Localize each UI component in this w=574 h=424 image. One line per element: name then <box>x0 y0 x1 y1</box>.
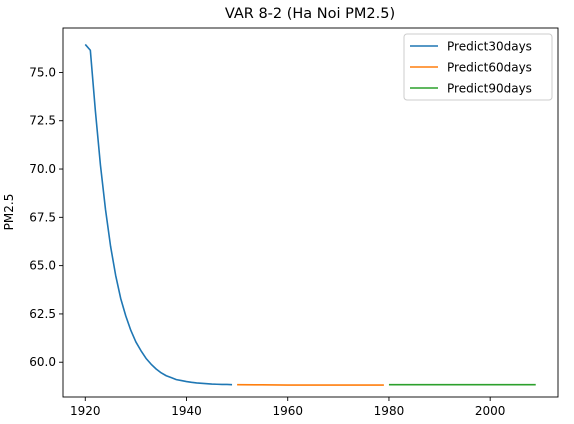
legend-label-3: Predict90days <box>447 82 532 96</box>
x-tick-label: 2000 <box>475 404 506 418</box>
y-tick-label: 70.0 <box>29 162 56 176</box>
legend: Predict30days Predict60days Predict90days <box>403 33 553 101</box>
y-tick-label: 72.5 <box>29 114 56 128</box>
legend-label-1: Predict30days <box>447 40 532 54</box>
plot-area <box>84 43 536 386</box>
x-tick-label: 1920 <box>70 404 101 418</box>
axes: 1920 1940 1960 1980 2000 60.0 62.5 65.0 67.5 70.0… <box>29 27 559 418</box>
axes-frame <box>62 27 559 398</box>
legend-label-2: Predict60days <box>447 61 532 75</box>
y-tick-label: 75.0 <box>29 65 56 79</box>
x-tick-label: 1960 <box>272 404 303 418</box>
y-tick-label: 60.0 <box>29 355 56 369</box>
chart-title: VAR 8-2 (Ha Noi PM2.5) <box>225 6 395 22</box>
y-tick-label: 62.5 <box>29 307 56 321</box>
series-line-1 <box>84 43 233 386</box>
y-tick-label: 67.5 <box>29 210 56 224</box>
y-axis-label: PM2.5 <box>2 194 16 231</box>
legend-box <box>403 33 553 101</box>
y-tick-label: 65.0 <box>29 259 56 273</box>
x-tick-label: 1980 <box>374 404 405 418</box>
x-tick-label: 1940 <box>171 404 202 418</box>
